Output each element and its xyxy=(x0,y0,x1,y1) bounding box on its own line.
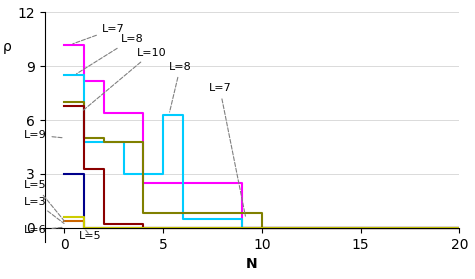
Text: L=7: L=7 xyxy=(209,83,246,216)
Text: L=9: L=9 xyxy=(24,130,64,140)
Text: L=3: L=3 xyxy=(24,196,64,223)
Text: L=8: L=8 xyxy=(169,62,192,112)
Text: L=5: L=5 xyxy=(24,180,65,221)
Text: L=6: L=6 xyxy=(24,225,64,235)
Text: L=10: L=10 xyxy=(82,47,167,111)
Text: L=8: L=8 xyxy=(76,34,143,74)
X-axis label: N: N xyxy=(246,257,258,271)
Text: L=7: L=7 xyxy=(73,24,124,44)
Y-axis label: ρ: ρ xyxy=(3,40,11,54)
Text: L=5: L=5 xyxy=(79,230,101,240)
